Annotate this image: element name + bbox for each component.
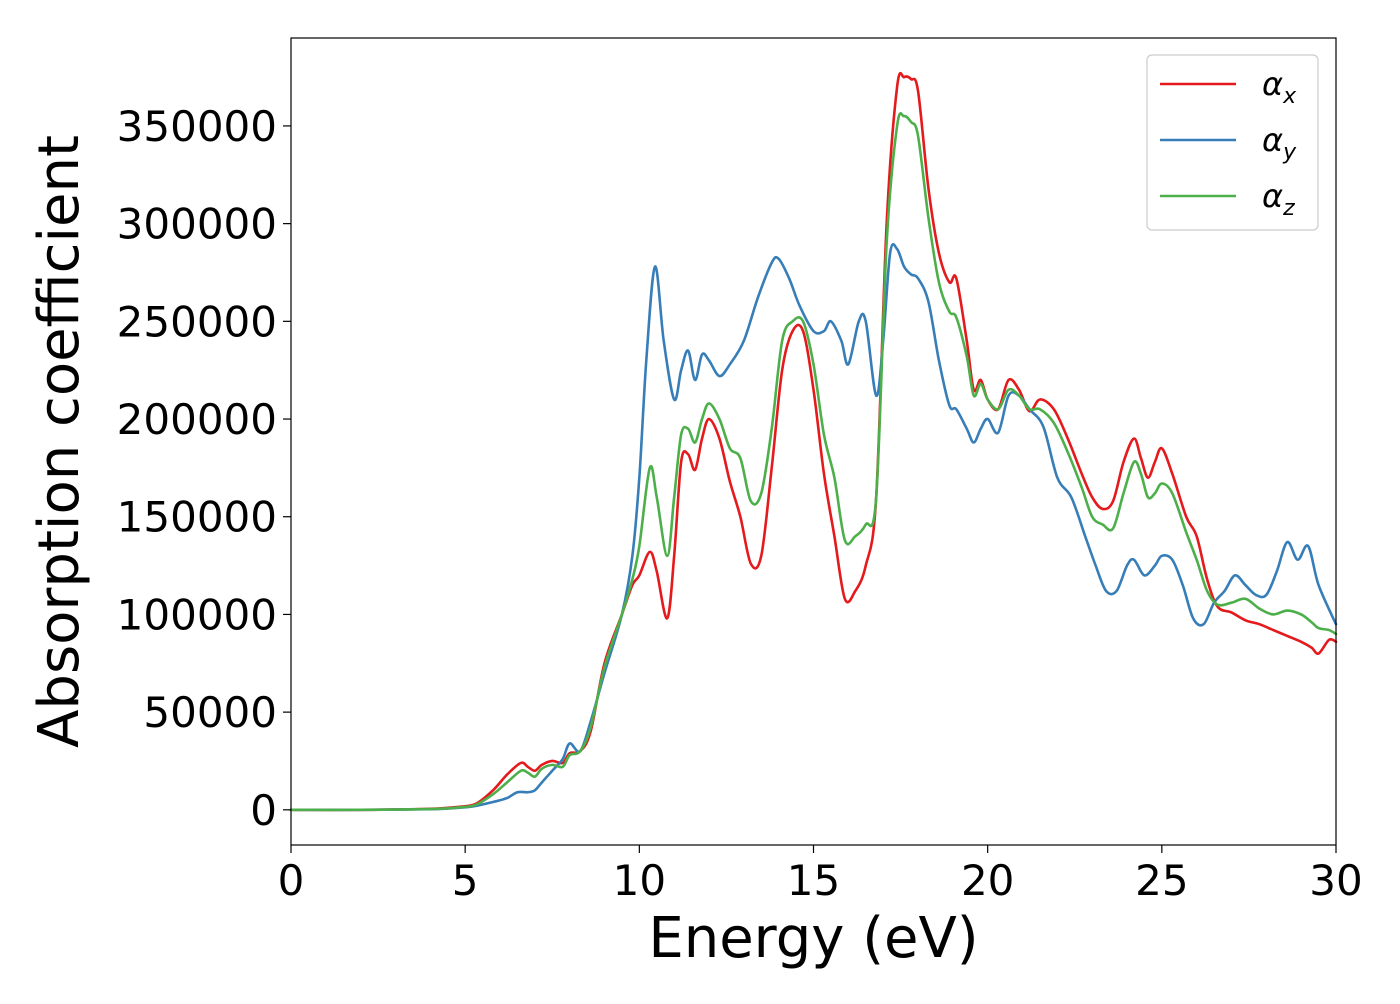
y-tick-label: 150000 [117, 493, 277, 542]
y-tick-label: 100000 [117, 590, 277, 639]
series-line-z [289, 112, 1338, 812]
y-tick-label: 300000 [117, 200, 277, 249]
y-tick-label: 200000 [117, 395, 277, 444]
x-tick-label: 0 [278, 856, 305, 905]
y-axis-label: Absorption coefficient [27, 135, 92, 748]
legend-box [1146, 54, 1319, 231]
y-axis-ticks: 0 50000 100000 150000 200000 250000 300000 3500… [117, 102, 291, 835]
x-tick-label: 5 [452, 856, 479, 905]
x-tick-label: 10 [613, 856, 666, 905]
legend: αx αy αz [1146, 54, 1319, 231]
legend-label-x: αx [1262, 65, 1297, 109]
legend-label-y: αy [1262, 121, 1297, 165]
y-tick-label: 0 [250, 786, 277, 835]
x-axis-ticks: 0 5 10 15 20 25 30 [278, 845, 1363, 905]
y-tick-label: 250000 [117, 297, 277, 346]
series-line-y [289, 243, 1338, 812]
x-tick-label: 20 [961, 856, 1014, 905]
x-axis-label: Energy (eV) [648, 906, 978, 971]
legend-label-z: αz [1262, 177, 1295, 221]
series-layer [289, 71, 1338, 812]
x-tick-label: 30 [1309, 856, 1362, 905]
x-tick-label: 15 [787, 856, 840, 905]
y-tick-label: 50000 [143, 688, 277, 737]
x-tick-label: 25 [1135, 856, 1188, 905]
y-tick-label: 350000 [117, 102, 277, 151]
